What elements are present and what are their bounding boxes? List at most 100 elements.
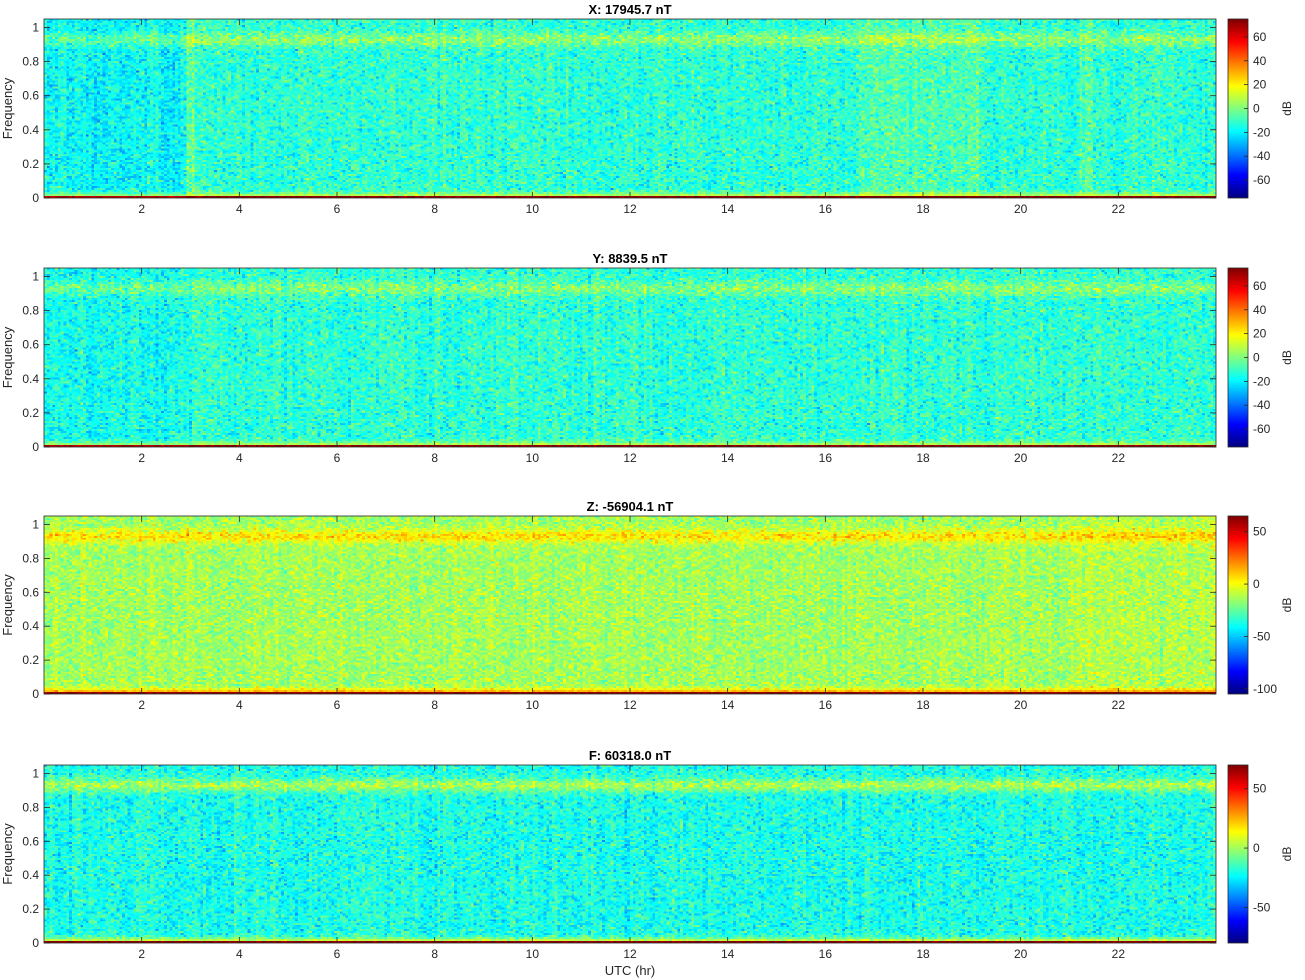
x-tick-label: 2	[138, 698, 145, 712]
panel-title: Z: -56904.1 nT	[587, 499, 674, 514]
y-axis-label: Frequency	[0, 574, 15, 636]
x-tick-label: 12	[623, 202, 637, 216]
y-tick-label: 0.6	[22, 834, 39, 848]
panel-title: F: 60318.0 nT	[589, 748, 671, 763]
x-tick-label: 18	[916, 451, 930, 465]
y-tick-label: 0.8	[22, 551, 39, 565]
colorbar-label: dB	[1280, 350, 1294, 365]
spectrogram-heatmap	[44, 516, 1216, 694]
colorbar-tick-label: -40	[1253, 398, 1271, 412]
colorbar-tick-label: 0	[1253, 841, 1260, 855]
colorbar-box	[1227, 764, 1249, 944]
x-tick-label: 16	[819, 451, 833, 465]
spectrogram-panel-2: Z: -56904.1 nT2 4 6 8 10 12 14 16 18 20 2200.20.40…	[0, 499, 1294, 712]
y-tick-label: 0	[32, 687, 39, 701]
colorbar-tick-label: 60	[1253, 279, 1267, 293]
x-tick-label: 14	[721, 202, 735, 216]
colorbar-tick-label: -50	[1253, 629, 1271, 643]
spectrogram-panel-3: F: 60318.0 nT2 4 6 8 10 12 14 16 18 20 2200.20.40.…	[0, 748, 1294, 961]
x-tick-label: 6	[334, 698, 341, 712]
x-tick-label: 10	[526, 202, 540, 216]
colorbar-tick-label: 0	[1253, 577, 1260, 591]
y-tick-label: 1	[32, 766, 39, 780]
x-tick-label: 8	[431, 451, 438, 465]
x-axis-label: UTC (hr)	[605, 963, 656, 978]
colorbar-tick-label: 60	[1253, 30, 1267, 44]
x-tick-label: 10	[526, 451, 540, 465]
x-tick-label: 18	[916, 202, 930, 216]
colorbar-tick-label: 0	[1253, 102, 1260, 116]
x-tick-label: 4	[236, 202, 243, 216]
x-tick-label: 8	[431, 698, 438, 712]
x-tick-label: 22	[1112, 947, 1126, 961]
colorbar-label: dB	[1280, 847, 1294, 862]
x-tick-label: 2	[138, 947, 145, 961]
colorbar-tick-label: -60	[1253, 422, 1271, 436]
y-tick-label: 1	[32, 517, 39, 531]
x-tick-label: 10	[526, 947, 540, 961]
colorbar-tick-label: 50	[1253, 782, 1267, 796]
y-axis-label: Frequency	[0, 326, 15, 388]
x-tick-label: 14	[721, 451, 735, 465]
x-tick-label: 12	[623, 698, 637, 712]
x-tick-label: 22	[1112, 202, 1126, 216]
colorbar-gradient	[1228, 19, 1248, 198]
y-tick-label: 0.4	[22, 372, 39, 386]
spectrogram-heatmap	[44, 19, 1216, 198]
y-tick-label: 0	[32, 440, 39, 454]
colorbar-tick-label: -60	[1253, 173, 1271, 187]
panel-title: X: 17945.7 nT	[588, 2, 671, 17]
colorbar-tick-label: 20	[1253, 78, 1267, 92]
x-tick-label: 16	[819, 698, 833, 712]
x-tick-label: 12	[623, 451, 637, 465]
y-tick-label: 1	[32, 21, 39, 35]
y-tick-label: 0	[32, 936, 39, 950]
y-tick-label: 0.4	[22, 619, 39, 633]
colorbar-tick-label: -40	[1253, 149, 1271, 163]
y-tick-label: 0.4	[22, 123, 39, 137]
colorbar-label: dB	[1280, 598, 1294, 613]
spectrogram-heatmap	[44, 268, 1216, 447]
y-tick-label: 1	[32, 270, 39, 284]
x-tick-label: 4	[236, 947, 243, 961]
y-axis-label: Frequency	[0, 77, 15, 139]
colorbar-tick-label: -100	[1253, 682, 1277, 696]
x-tick-label: 2	[138, 451, 145, 465]
y-tick-label: 0.8	[22, 55, 39, 69]
x-tick-label: 18	[916, 947, 930, 961]
y-tick-label: 0.6	[22, 585, 39, 599]
colorbar-tick-label: 50	[1253, 525, 1267, 539]
x-tick-label: 20	[1014, 947, 1028, 961]
x-tick-label: 6	[334, 451, 341, 465]
x-tick-label: 4	[236, 451, 243, 465]
x-tick-label: 14	[721, 698, 735, 712]
colorbar-tick-label: -50	[1253, 900, 1271, 914]
spectrogram-panel-0: X: 17945.7 nT2 4 6 8 10 12 14 16 18 20 2200.20.40.…	[0, 2, 1294, 216]
colorbar-gradient	[1228, 765, 1248, 943]
x-tick-label: 6	[334, 947, 341, 961]
x-tick-label: 10	[526, 698, 540, 712]
colorbar-tick-label: 40	[1253, 54, 1267, 68]
colorbar-gradient	[1228, 516, 1248, 694]
colorbar-tick-label: 0	[1253, 351, 1260, 365]
y-tick-label: 0.8	[22, 800, 39, 814]
x-tick-label: 8	[431, 947, 438, 961]
spectrogram-heatmap	[44, 765, 1216, 943]
colorbar-tick-label: -20	[1253, 125, 1271, 139]
x-tick-label: 16	[819, 202, 833, 216]
colorbar-tick-label: -20	[1253, 374, 1271, 388]
colorbar-tick-label: 40	[1253, 303, 1267, 317]
x-tick-label: 2	[138, 202, 145, 216]
x-tick-label: 12	[623, 947, 637, 961]
y-tick-label: 0.2	[22, 157, 39, 171]
y-tick-label: 0.2	[22, 406, 39, 420]
colorbar-label: dB	[1280, 101, 1294, 116]
x-tick-label: 20	[1014, 451, 1028, 465]
x-tick-label: 22	[1112, 698, 1126, 712]
y-tick-label: 0.2	[22, 902, 39, 916]
colorbar-tick-label: 20	[1253, 327, 1267, 341]
x-tick-label: 14	[721, 947, 735, 961]
x-tick-label: 18	[916, 698, 930, 712]
x-tick-label: 16	[819, 947, 833, 961]
